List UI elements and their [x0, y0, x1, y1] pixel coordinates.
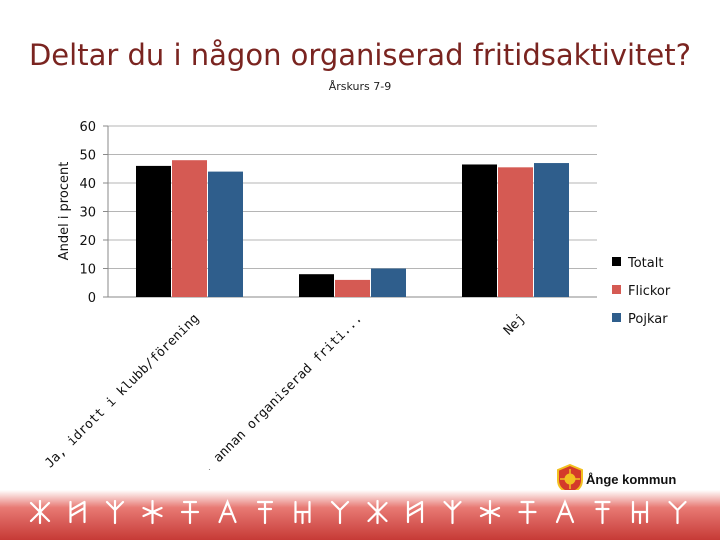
rune-glyph [142, 499, 163, 525]
rune-glyph [406, 500, 424, 524]
slide-subtitle: Årskurs 7-9 [328, 80, 392, 93]
rune-glyph [518, 500, 537, 525]
rune-glyph [555, 499, 575, 524]
bars [136, 160, 569, 297]
rune-glyph [594, 500, 611, 525]
rune-glyph [668, 500, 687, 525]
y-tick-label: 40 [79, 177, 96, 192]
rune-glyph [29, 499, 51, 525]
legend-swatch-pojkar [612, 313, 621, 322]
y-tick-label: 50 [79, 149, 96, 164]
bar-flickor-3 [498, 167, 533, 297]
rune-glyph [479, 499, 501, 525]
legend-label-flickor: Flickor [628, 284, 671, 299]
bar-totalt-1 [136, 165, 171, 297]
rune-glyph [105, 499, 125, 525]
y-axis-label: Andel i procent [57, 162, 72, 261]
bar-totalt-3 [462, 164, 497, 297]
legend-swatch-flickor [612, 285, 621, 294]
bar-flickor-1 [172, 160, 207, 297]
logo-text: Ånge kommun [586, 472, 677, 487]
y-tick-label: 0 [88, 291, 96, 306]
bar-pojkar-1 [208, 171, 243, 297]
rune-glyph [330, 500, 350, 525]
y-tick-label: 20 [79, 234, 96, 249]
legend-label-totalt: Totalt [627, 256, 663, 271]
rune-glyph [69, 500, 86, 524]
bar-pojkar-3 [534, 163, 569, 297]
rune-glyph [367, 499, 388, 525]
rune-glyph [294, 500, 311, 525]
rune-glyph [180, 500, 200, 525]
legend: Totalt Flickor Pojkar [612, 256, 671, 327]
rune-glyph [631, 500, 649, 525]
bar-totalt-2 [299, 274, 334, 297]
rune-pattern [29, 499, 687, 525]
y-tick-label: 30 [79, 206, 96, 221]
bar-flickor-2 [335, 279, 370, 297]
x-category-label: Ja, annan organiserad friti... [189, 311, 366, 470]
legend-swatch-totalt [612, 257, 621, 266]
footer-rune-band [0, 490, 720, 540]
bar-chart: 0 10 20 30 40 50 60 Andel i procent Ja, idrott… [42, 120, 671, 470]
legend-label-pojkar: Pojkar [628, 312, 668, 327]
rune-glyph [218, 499, 237, 524]
y-tick-label: 60 [79, 120, 96, 135]
x-category-label: Nej [501, 311, 528, 338]
slide-title: Deltar du i någon organiserad fritidsakt… [28, 38, 692, 72]
bar-pojkar-2 [371, 268, 406, 297]
rune-glyph [443, 499, 462, 525]
y-axis-ticks: 0 10 20 30 40 50 60 [79, 120, 108, 306]
rune-glyph [256, 500, 274, 525]
x-category-label: Ja, idrott i klubb/förening [42, 311, 202, 470]
y-tick-label: 10 [79, 263, 96, 278]
